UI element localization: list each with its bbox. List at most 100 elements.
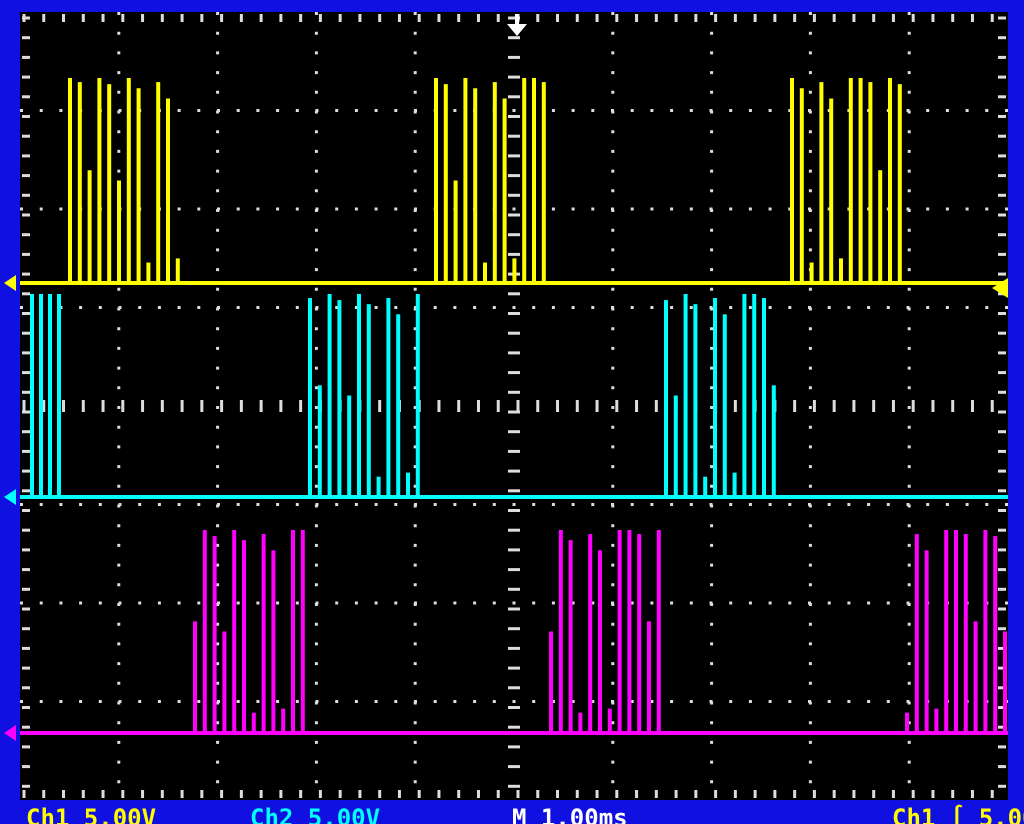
pulse (396, 314, 401, 497)
pulse (637, 534, 642, 733)
pulse (664, 300, 668, 497)
pulse (598, 550, 602, 733)
pulse (722, 314, 727, 497)
pulse (502, 98, 507, 283)
pulse (300, 530, 305, 733)
pulse (30, 294, 34, 497)
trigger-position-marker (507, 24, 527, 36)
pulse (905, 712, 909, 733)
pulse (337, 300, 342, 497)
pulse (291, 530, 295, 733)
pulse (443, 84, 448, 284)
pulse (790, 78, 794, 283)
pulse (492, 82, 497, 283)
pulse (983, 530, 988, 733)
pulse (77, 82, 82, 283)
pulse (973, 621, 978, 733)
pulse (558, 530, 563, 733)
pulse (434, 78, 438, 283)
pulse (473, 88, 478, 283)
pulse (627, 530, 632, 733)
pulse (819, 82, 824, 283)
pulse (212, 536, 217, 733)
pulse (386, 298, 391, 497)
ch2-scale: Ch2 5.00V (250, 804, 380, 824)
pulse (308, 298, 312, 497)
pulse (271, 550, 276, 733)
channel-marker (4, 275, 16, 291)
pulse (512, 258, 517, 283)
pulse (693, 304, 698, 497)
pulse (357, 294, 361, 497)
pulse (48, 294, 52, 497)
pulse (347, 395, 352, 497)
pulse (317, 385, 322, 497)
pulse (888, 78, 892, 283)
pulse (222, 631, 227, 733)
pulse (281, 708, 286, 733)
pulse (68, 78, 72, 283)
pulse (453, 180, 458, 283)
pulse (415, 294, 420, 497)
pulse (175, 258, 180, 283)
pulse (242, 540, 246, 733)
pulse (202, 530, 207, 733)
pulse (683, 294, 688, 497)
pulse (532, 78, 536, 283)
pulse (993, 536, 998, 733)
pulse (617, 530, 622, 733)
pulse (752, 294, 757, 497)
pulse (97, 78, 102, 283)
pulse (366, 304, 371, 497)
pulse (868, 82, 873, 283)
pulse (924, 550, 929, 733)
pulse (897, 84, 902, 284)
pulse (713, 298, 717, 497)
pulse (117, 180, 121, 283)
pulse (541, 82, 546, 283)
pulse (809, 262, 814, 283)
graticule (20, 12, 1008, 800)
pulse (703, 476, 708, 497)
pulse (839, 258, 843, 283)
pulse (848, 78, 853, 283)
pulse (568, 540, 573, 733)
pulse (878, 170, 883, 283)
pulse (136, 88, 141, 283)
pulse (673, 395, 678, 497)
channel-marker (4, 489, 16, 505)
pulse (954, 530, 958, 733)
pulse (87, 170, 92, 283)
timebase: M 1.00ms (512, 804, 628, 824)
pulse (771, 385, 776, 497)
pulse (858, 78, 863, 283)
pulse (39, 294, 43, 497)
trigger-level-marker (992, 278, 1008, 298)
pulse (799, 88, 804, 283)
trigger-setting: Ch1 ∫ 5.00V (892, 804, 1024, 824)
pulse (914, 534, 919, 733)
pulse (963, 534, 968, 733)
pulse (829, 98, 834, 283)
pulse (934, 708, 939, 733)
pulse (522, 78, 527, 283)
pulse (762, 298, 766, 497)
pulse (742, 294, 747, 497)
pulse (126, 78, 131, 283)
pulse (166, 98, 170, 283)
pulse (146, 262, 151, 283)
pulse (193, 621, 197, 733)
channel-marker (4, 725, 16, 741)
pulse (549, 631, 553, 733)
pulse (647, 621, 651, 733)
pulse (483, 262, 487, 283)
pulse (732, 472, 737, 497)
pulse (57, 294, 61, 497)
pulse (376, 476, 381, 497)
pulse (406, 472, 410, 497)
pulse (232, 530, 237, 733)
pulse (607, 708, 612, 733)
pulse (944, 530, 949, 733)
